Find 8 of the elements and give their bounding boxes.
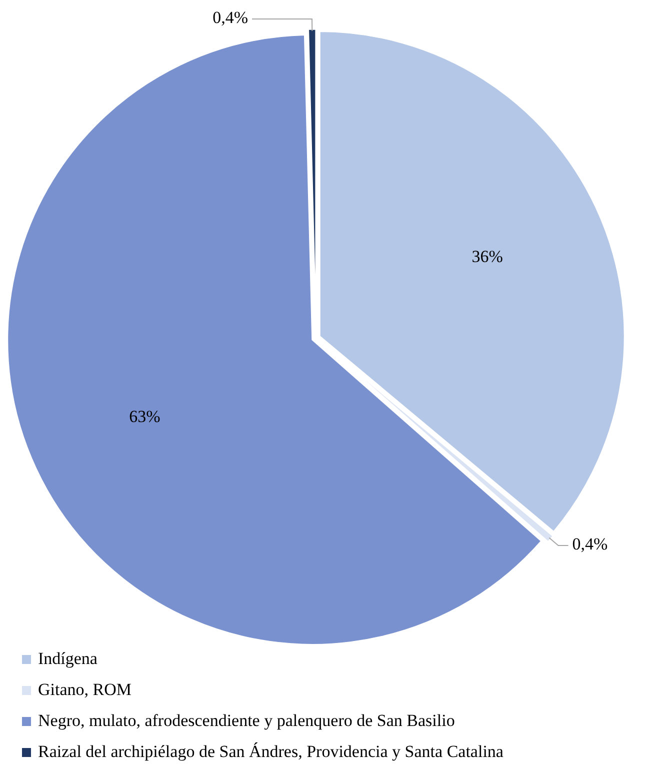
legend-label: Gitano, ROM (38, 680, 132, 699)
data-label: 63% (129, 407, 160, 426)
legend-label: Indígena (38, 648, 98, 668)
data-label: 0,4% (212, 8, 248, 27)
legend-label: Raizal del archipiélago de San Ándres, Providencia y Santa Catalina (38, 742, 504, 761)
legend-label: Negro, mulato, afrodescendiente y palenquero de San Basilio (38, 710, 455, 730)
data-label: 0,4% (572, 534, 608, 554)
data-label: 36% (472, 246, 503, 266)
